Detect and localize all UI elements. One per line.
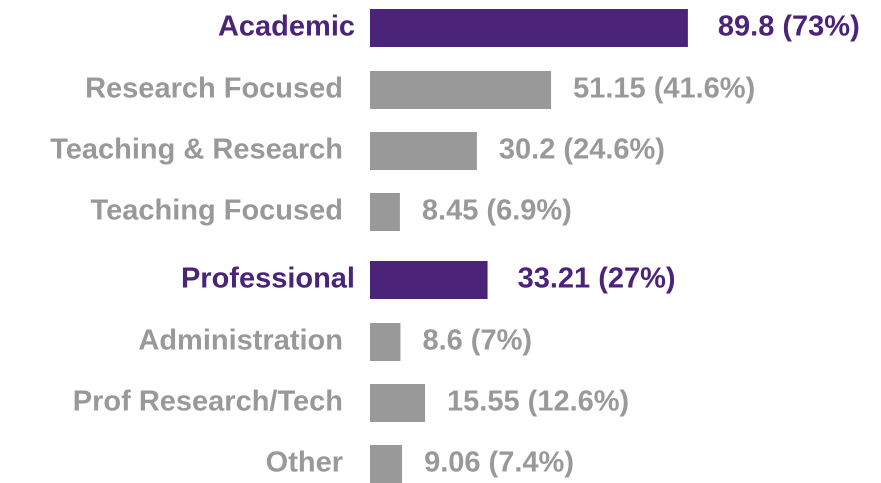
bar [370, 193, 400, 231]
category-label: Teaching Focused [91, 195, 343, 227]
bar [370, 9, 688, 47]
category-label: Professional [181, 263, 355, 295]
bar [370, 445, 403, 483]
value-label: 30.2 (24.6%) [499, 134, 665, 166]
bar [370, 261, 488, 299]
category-label: Administration [138, 325, 343, 357]
value-label: 33.21 (27%) [518, 263, 676, 295]
category-label: Academic [218, 11, 355, 43]
value-label: 51.15 (41.6%) [573, 73, 755, 105]
category-label: Prof Research/Tech [73, 386, 343, 418]
value-label: 89.8 (73%) [718, 11, 860, 43]
value-label: 8.6 (7%) [422, 325, 532, 357]
bar [370, 132, 477, 170]
value-label: 15.55 (12.6%) [447, 386, 629, 418]
category-label: Other [266, 447, 343, 479]
category-label: Research Focused [85, 73, 343, 105]
category-label: Teaching & Research [50, 134, 343, 166]
value-label: 8.45 (6.9%) [422, 195, 572, 227]
value-label: 9.06 (7.4%) [424, 447, 574, 479]
bar [370, 323, 401, 361]
bar [370, 71, 552, 109]
bar [370, 384, 426, 422]
